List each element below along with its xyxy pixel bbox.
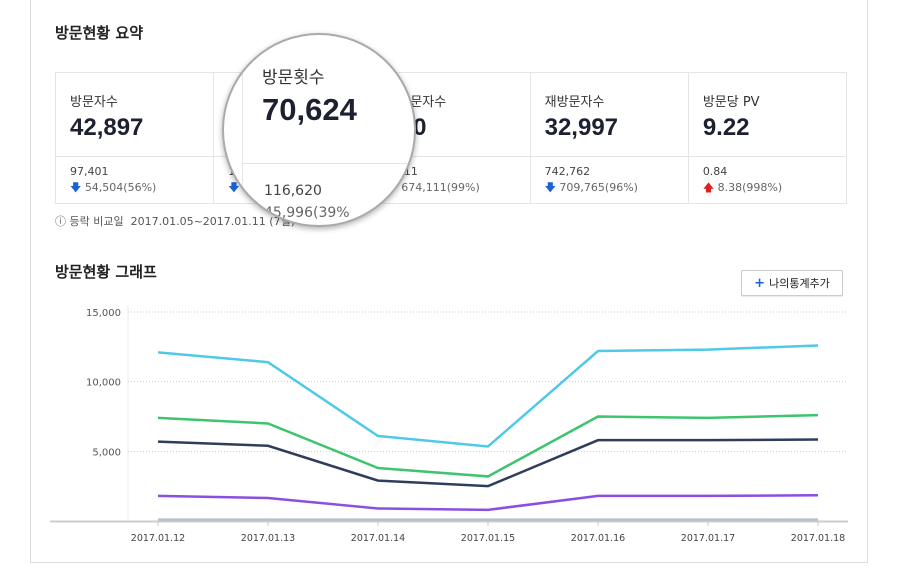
graph-title: 방문현황 그래프 (55, 263, 157, 281)
panel (30, 0, 868, 563)
y-tick-label: 5,000 (92, 447, 121, 458)
arrow-down-icon: 🡇 (228, 181, 240, 194)
compare-range: 2017.01.05~2017.01.11 (7일) (130, 215, 295, 228)
stat-value: 32,997 (544, 114, 619, 141)
x-tick-label: 2017.01.17 (681, 533, 735, 544)
stat-change: 709,765(96%) (559, 181, 638, 194)
x-tick-label: 2017.01.18 (791, 533, 845, 544)
magnifier: 방문횟수 70,624 116,620 45,996(39% (222, 33, 416, 227)
magnified-prev: 116,620 (264, 183, 322, 199)
arrow-down-icon: 🡇 (544, 181, 556, 194)
magnified-label: 방문횟수 (262, 68, 325, 88)
compare-label: 등락 비교일 (69, 215, 124, 228)
compare-note: ⓘ 등락 비교일 2017.01.05~2017.01.11 (7일) (55, 213, 295, 229)
summary-title: 방문현황 요약 (55, 24, 144, 42)
stat-card: 방문당 PV 9.22 0.84 🡅 8.38(998%) (688, 73, 847, 203)
stat-prev: 742,762 (544, 165, 591, 178)
x-tick-label: 2017.01.15 (461, 533, 515, 544)
stat-change: 8.38(998%) (717, 181, 783, 194)
x-tick-label: 2017.01.12 (131, 533, 185, 544)
series-line-3 (157, 438, 819, 488)
stat-change: 54,504(56%) (84, 181, 157, 194)
series-line-4 (157, 493, 819, 512)
stat-prev: 0.84 (702, 165, 728, 178)
add-my-stats-button[interactable]: + 나의통계추가 (741, 270, 843, 296)
stat-card: 재방문자수 32,997 742,762 🡇 709,765(96%) (530, 73, 689, 203)
stat-card: 방문자수 42,897 97,401 🡇 54,504(56%) (56, 73, 215, 203)
info-icon: ⓘ (55, 215, 66, 228)
stat-change: 674,111(99%) (401, 181, 480, 194)
magnified-change: 45,996(39% (264, 205, 350, 221)
arrow-up-icon: 🡅 (702, 181, 715, 194)
add-my-stats-label: 나의통계추가 (769, 277, 830, 290)
series-line-1 (157, 344, 819, 448)
stat-prev: 97,401 (70, 165, 109, 178)
stat-label: 방문당 PV (702, 95, 760, 110)
magnified-value: 70,624 (262, 92, 357, 127)
x-tick-label: 2017.01.14 (351, 533, 405, 544)
stat-value: 42,897 (70, 114, 144, 141)
y-tick-label: 15,000 (86, 308, 121, 319)
y-tick-label: 10,000 (86, 378, 121, 389)
series-line-2 (157, 413, 819, 478)
stat-value: 9.22 (702, 114, 750, 141)
stat-label: 재방문자수 (544, 95, 605, 110)
x-tick-label: 2017.01.13 (241, 533, 295, 544)
plus-icon: + (754, 275, 766, 291)
stat-label: 방문자수 (70, 95, 118, 110)
x-tick-label: 2017.01.16 (571, 533, 625, 544)
arrow-down-icon: 🡇 (70, 181, 82, 194)
